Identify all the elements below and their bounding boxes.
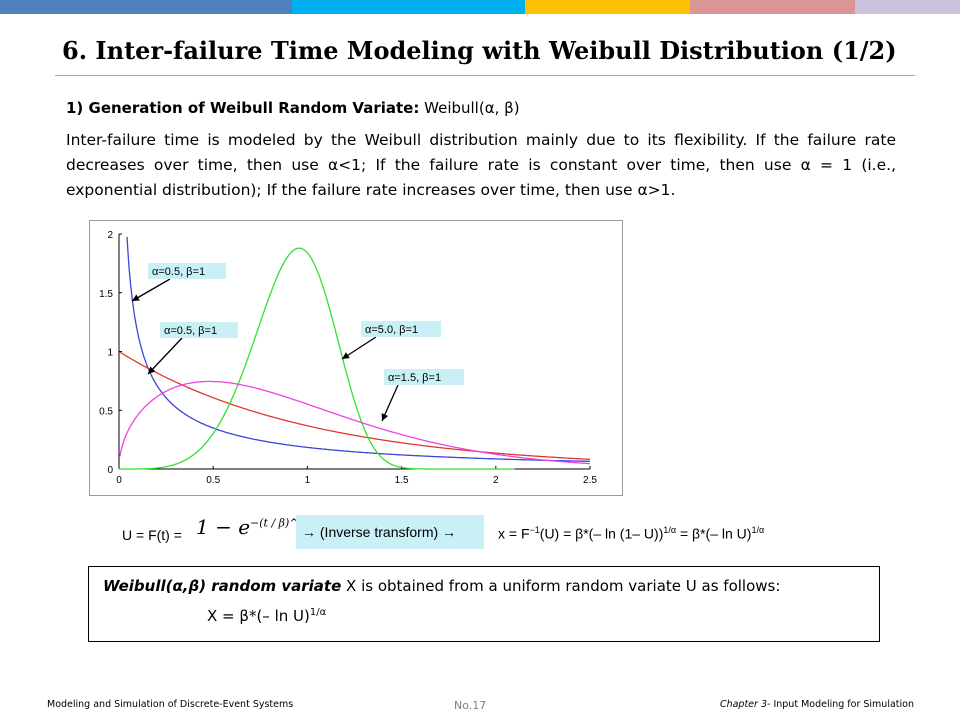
inverse-mid: (U) = β*(– ln (1– U)) (539, 525, 664, 542)
slide-title: 6. Inter-failure Time Modeling with Weib… (62, 36, 897, 65)
footer-page-number: No.17 (454, 699, 487, 712)
note-eq-sup: 1/α (309, 607, 327, 618)
x-tick-label: 0 (116, 475, 122, 486)
annotation-3-arrowhead (342, 352, 350, 359)
footer-course: Modeling and Simulation of Discrete-Even… (47, 699, 294, 710)
annotation-1-arrowhead (132, 294, 140, 301)
footer-chapter: Chapter 3- Input Modeling for Simulation (720, 699, 914, 710)
uf-label: U = F(t) = (122, 527, 182, 543)
title-divider (55, 75, 915, 76)
note-rest: X is obtained from a uniform random vari… (341, 577, 781, 595)
annotation-4-box (384, 369, 464, 385)
inverse-sup-3: 1/α (751, 525, 765, 535)
annotation-1-arrow (131, 278, 171, 302)
annotation-3-box (361, 321, 441, 337)
note-bold-italic: Weibull(α,β) random variate (103, 577, 342, 595)
intro-paragraph: Inter-failure time is modeled by the Wei… (66, 131, 896, 199)
curve-red (119, 351, 591, 461)
annotation-2-arrow (147, 337, 183, 375)
cdf-expression: 1 − e−(t / β)^α (196, 515, 306, 539)
note-eq-main: X = β*(– ln U) (207, 607, 310, 625)
variate-note-box: Weibull(α,β) random variate X is obtaine… (88, 566, 880, 642)
x-tick-label: 1 (305, 475, 311, 486)
note-equation: X = β*(– ln U)1/α (207, 607, 326, 625)
color-band-5 (855, 0, 960, 14)
annotation-4-label: α=1.5, β=1 (388, 372, 441, 384)
annotation-3-label: α=5.0, β=1 (365, 324, 418, 336)
inverse-sup-1: −1 (529, 525, 540, 535)
y-tick-label: 1 (107, 348, 113, 359)
chart-svg: 0 0.5 1 1.5 2 2.5 0 0.5 1 1.5 2 α=0.5, β=1 α=0.5, β=… (99, 230, 597, 486)
subheading-plain: Weibull(α, β) (424, 99, 520, 117)
annotation-1-label: α=0.5, β=1 (152, 266, 205, 278)
annotation-2-label: α=0.5, β=1 (164, 325, 217, 337)
color-band-2 (292, 0, 525, 14)
y-tick-label: 0.5 (99, 406, 113, 417)
footer-chapter-rest: - Input Modeling for Simulation (767, 699, 914, 710)
cdf-exponent: −(t / β)^α (250, 516, 306, 530)
color-band-3 (525, 0, 690, 14)
formula-row: U = F(t) = 1 − e−(t / β)^α → (Inverse tr… (0, 515, 960, 551)
cdf-base: 1 − e (196, 515, 251, 539)
footer-chapter-italic: Chapter 3 (719, 699, 767, 710)
x-tick-label: 1.5 (395, 475, 409, 486)
inverse-transform-box: → (Inverse transform) → (296, 515, 484, 549)
y-tick-label: 1.5 (99, 289, 113, 300)
curve-green (119, 247, 515, 470)
top-color-bar (0, 0, 960, 14)
inverse-formula: x = F−1(U) = β*(– ln (1– U))1/α = β*(– l… (498, 525, 764, 542)
x-tick-label: 0.5 (206, 475, 220, 486)
inverse-sup-2: 1/α (663, 525, 677, 535)
weibull-pdf-chart: 0 0.5 1 1.5 2 2.5 0 0.5 1 1.5 2 α=0.5, β=1 α=0.5, β=… (89, 220, 623, 496)
inverse-main: x = F (498, 525, 530, 542)
curve-blue (126, 236, 591, 463)
color-band-4 (690, 0, 855, 14)
curve-magenta (119, 380, 590, 465)
subheading-bold: 1) Generation of Weibull Random Variate: (66, 99, 420, 117)
y-tick-label: 2 (107, 230, 113, 241)
subheading: 1) Generation of Weibull Random Variate:… (66, 99, 520, 117)
note-line-1: Weibull(α,β) random variate X is obtaine… (103, 577, 780, 595)
annotation-2-arrowhead (148, 366, 156, 374)
x-tick-label: 2.5 (583, 475, 597, 486)
y-tick-label: 0 (107, 465, 113, 476)
annotation-1-box (148, 263, 226, 279)
annotation-2-box (160, 322, 238, 338)
annotation-4-arrowhead (381, 413, 389, 421)
x-tick-label: 2 (493, 475, 499, 486)
inverse-mid2: = β*(– ln U) (676, 525, 752, 542)
color-band-1 (0, 0, 292, 14)
